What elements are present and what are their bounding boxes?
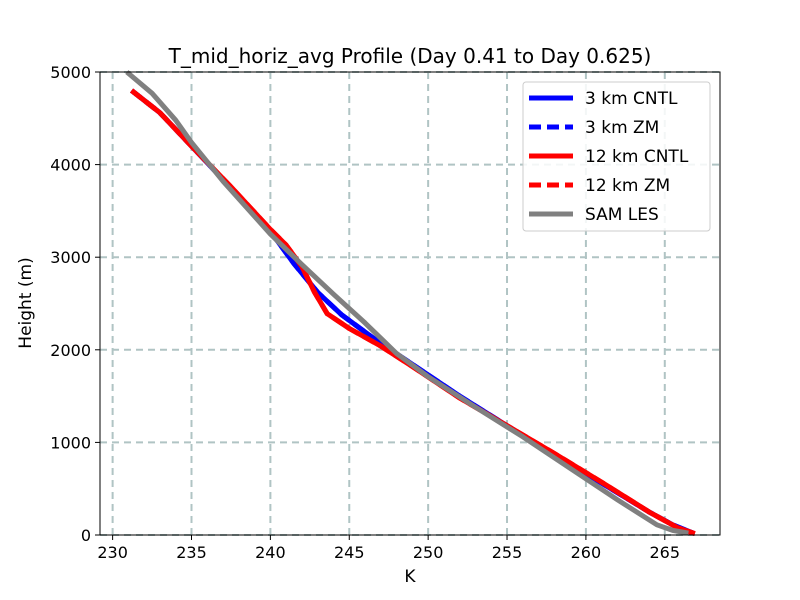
y-tick-label: 0 bbox=[81, 526, 91, 545]
plot-border bbox=[99, 71, 721, 536]
legend-box bbox=[522, 81, 711, 232]
y-tick-label: 3000 bbox=[50, 248, 91, 267]
series-line-5 bbox=[125, 70, 689, 536]
x-tick-label: 260 bbox=[571, 543, 602, 562]
legend-label-5: SAM LES bbox=[585, 205, 659, 225]
x-tick-label: 245 bbox=[334, 543, 365, 562]
y-tick-label: 5000 bbox=[50, 63, 91, 82]
y-ticks: 0 1000 2000 3000 4000 5000 bbox=[50, 63, 100, 545]
x-ticks: 230 235 240 245 250 255 260 265 bbox=[97, 535, 680, 562]
x-axis-label: K bbox=[404, 567, 416, 587]
legend-label-1: 3 km CNTL bbox=[585, 89, 678, 109]
series-line-4 bbox=[130, 88, 696, 536]
legend: 3 km CNTL 3 km ZM 12 km CNTL 12 km ZM SAM LE… bbox=[522, 81, 711, 232]
x-tick-label: 265 bbox=[650, 543, 681, 562]
series-lines bbox=[125, 70, 696, 536]
x-tick-label: 250 bbox=[413, 543, 444, 562]
legend-label-3: 12 km CNTL bbox=[585, 147, 689, 167]
chart-title: T_mid_horiz_avg Profile (Day 0.41 to Day… bbox=[168, 44, 652, 68]
x-tick-label: 235 bbox=[176, 543, 207, 562]
y-tick-label: 2000 bbox=[50, 341, 91, 360]
y-axis-label: Height (m) bbox=[16, 257, 36, 348]
legend-label-2: 3 km ZM bbox=[585, 118, 659, 138]
x-tick-label: 230 bbox=[97, 543, 128, 562]
y-tick-label: 4000 bbox=[50, 156, 91, 175]
x-tick-label: 240 bbox=[255, 543, 286, 562]
legend-label-4: 12 km ZM bbox=[585, 176, 670, 196]
x-tick-label: 255 bbox=[492, 543, 523, 562]
y-tick-label: 1000 bbox=[50, 433, 91, 452]
